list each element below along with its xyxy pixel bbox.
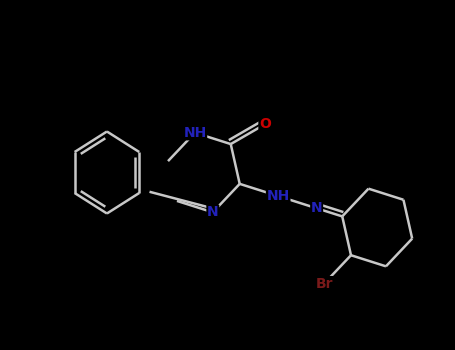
Text: N: N <box>207 205 219 219</box>
Text: N: N <box>311 201 323 215</box>
Text: NH: NH <box>183 126 207 140</box>
Text: O: O <box>259 117 271 131</box>
Text: NH: NH <box>267 189 290 203</box>
Text: Br: Br <box>315 276 333 290</box>
